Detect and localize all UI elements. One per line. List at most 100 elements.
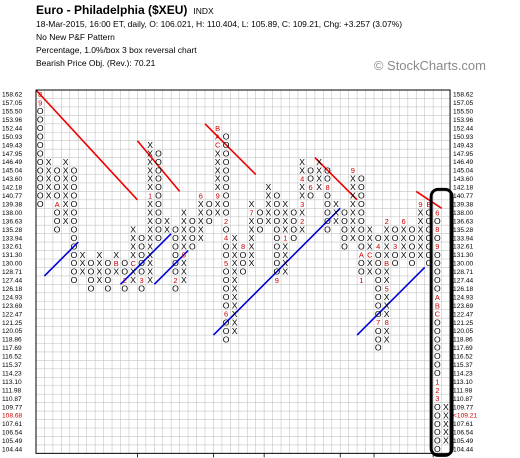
x-box: X <box>401 241 407 251</box>
x-box: X <box>181 208 187 218</box>
x-box: X <box>249 241 255 251</box>
y-tick-label-right: 126.18 <box>453 286 474 293</box>
o-box: O <box>434 444 441 454</box>
y-tick-label-right: 123.69 <box>453 303 474 310</box>
y-tick-label-left: 109.77 <box>2 404 23 411</box>
x-box: X <box>299 208 305 218</box>
settings-line: Percentage, 1.0%/box 3 box reversal char… <box>36 45 197 55</box>
x-box: X <box>367 241 373 251</box>
month-marker: 2 <box>173 276 177 285</box>
o-box: O <box>206 216 213 226</box>
y-tick-label-right: 133.94 <box>453 235 474 242</box>
y-tick-label-right: 155.50 <box>453 109 474 116</box>
y-tick-label-right: 157.05 <box>453 100 474 107</box>
o-box: O <box>104 275 111 285</box>
x-box: X <box>181 233 187 243</box>
x-box: X <box>232 309 238 319</box>
o-box: O <box>273 267 280 277</box>
o-box: O <box>392 233 399 243</box>
o-box: O <box>155 191 162 201</box>
o-box: O <box>71 233 78 243</box>
x-box: X <box>130 250 136 260</box>
o-box: O <box>375 233 382 243</box>
o-box: O <box>88 275 95 285</box>
y-tick-label-left: 139.38 <box>2 201 23 208</box>
o-box: O <box>375 343 382 353</box>
quote-line: 18-Mar-2015, 16:00 ET, daily, O: 106.021… <box>36 19 403 29</box>
x-box: X <box>97 275 103 285</box>
o-box: O <box>71 258 78 268</box>
o-box: O <box>324 216 331 226</box>
y-tick-label-right: 147.95 <box>453 151 474 158</box>
x-box: X <box>80 250 86 260</box>
o-box: O <box>37 165 44 175</box>
o-box: O <box>104 258 111 268</box>
bullish-trendline <box>212 224 324 336</box>
o-box: O <box>138 250 145 260</box>
x-box: X <box>63 157 69 167</box>
o-box: O <box>155 224 162 234</box>
month-marker: 9 <box>275 276 279 285</box>
x-box: X <box>63 165 69 175</box>
month-marker: 2 <box>435 386 439 395</box>
o-box: O <box>434 368 441 378</box>
o-box: O <box>324 191 331 201</box>
y-tick-label-left: 133.94 <box>2 235 23 242</box>
y-tick-label-left: 118.86 <box>2 337 22 344</box>
x-box: X <box>232 292 238 302</box>
month-marker: 3 <box>140 276 144 285</box>
o-box: O <box>172 267 179 277</box>
o-box: O <box>358 224 365 234</box>
o-box: O <box>341 224 348 234</box>
month-marker: B <box>215 124 220 133</box>
o-box: O <box>358 258 365 268</box>
month-marker: 3 <box>393 242 397 251</box>
o-box: O <box>172 241 179 251</box>
o-box: O <box>71 182 78 192</box>
x-box: X <box>130 267 136 277</box>
x-box: X <box>147 174 153 184</box>
y-tick-label-left: 150.93 <box>2 134 23 141</box>
o-box: O <box>71 191 78 201</box>
y-tick-label-left: 146.49 <box>2 159 23 166</box>
o-box: O <box>257 208 264 218</box>
y-tick-label-left: 110.87 <box>2 396 22 403</box>
x-box: X <box>164 216 170 226</box>
x-box: X <box>350 182 356 192</box>
o-box: O <box>223 334 230 344</box>
o-box: O <box>223 191 230 201</box>
x-box: X <box>181 216 187 226</box>
o-box: O <box>71 199 78 209</box>
x-box: X <box>316 182 322 192</box>
o-box: O <box>223 292 230 302</box>
x-box: X <box>401 233 407 243</box>
pattern-line: No New P&F Pattern <box>36 32 115 42</box>
x-box: X <box>147 224 153 234</box>
o-box: O <box>434 250 441 260</box>
o-box: O <box>375 326 382 336</box>
chart-header: Euro - Philadelphia ($XEU) INDX 18-Mar-20… <box>36 3 402 70</box>
o-box: O <box>392 224 399 234</box>
x-box: X <box>181 224 187 234</box>
x-box: X <box>384 275 390 285</box>
month-marker: 8 <box>435 225 439 234</box>
o-box: O <box>240 258 247 268</box>
x-box: X <box>147 275 153 285</box>
x-box: X <box>147 241 153 251</box>
o-box: O <box>358 241 365 251</box>
o-box: O <box>358 208 365 218</box>
y-tick-label-right: 107.61 <box>453 421 474 428</box>
x-box: X <box>130 224 136 234</box>
exchange-label: INDX <box>193 6 214 16</box>
y-tick-label-right: 110.87 <box>453 396 473 403</box>
x-box: X <box>46 191 52 201</box>
y-tick-label-right: 145.04 <box>453 168 474 175</box>
y-tick-label-right: 122.47 <box>453 311 474 318</box>
o-box: O <box>37 148 44 158</box>
x-box: X <box>282 208 288 218</box>
x-box: X <box>147 157 153 167</box>
y-tick-label-left: 130.00 <box>2 261 23 268</box>
o-box: O <box>434 410 441 420</box>
x-box: X <box>350 191 356 201</box>
o-box: O <box>71 267 78 277</box>
